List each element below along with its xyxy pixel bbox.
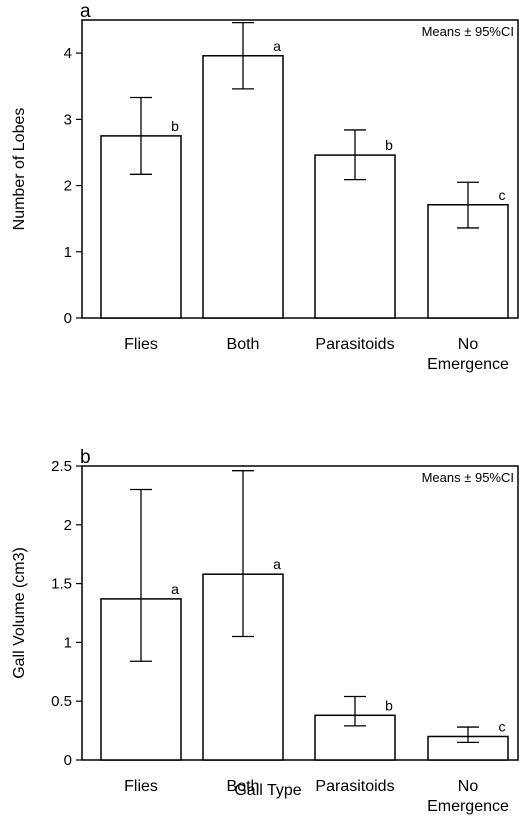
y-tick-label: 1 [64,244,72,261]
significance-letter: b [171,118,179,134]
y-tick-label: 1 [64,634,72,651]
x-tick-label: Parasitoids [315,336,394,353]
y-tick-label: 2.5 [51,458,72,475]
significance-letter: c [499,187,506,203]
significance-letter: c [499,718,506,734]
x-tick-label: Emergence [427,356,509,373]
y-tick-label: 0 [64,310,72,327]
significance-letter: b [385,697,393,713]
x-tick-label: Parasitoids [315,778,394,795]
significance-letter: a [171,581,179,597]
y-tick-label: 4 [64,45,72,62]
x-tick-label: Flies [124,778,158,795]
panel-a-chart: a Means ± 95%CI 0 1 2 3 4 Number of Lobes b Flies… [11,1,519,373]
ci-annotation: Means ± 95%CI [422,470,514,485]
panel-b-chart: b Means ± 95%CI 0 0.5 1 1.5 2 2.5 Gall Volume (c… [11,447,519,815]
x-tick-label: Flies [124,336,158,353]
plot-frame [81,19,519,319]
y-tick-label: 3 [64,111,72,128]
y-tick-label: 0 [64,752,72,769]
y-tick-label: 2 [64,517,72,534]
y-tick-label: 2 [64,178,72,195]
y-axis-label: Number of Lobes [11,108,28,231]
significance-letter: a [273,38,281,54]
y-tick-label: 1.5 [51,576,72,593]
x-tick-label: Both [227,336,260,353]
ci-annotation: Means ± 95%CI [422,24,514,39]
x-tick-label: No [458,778,479,795]
significance-letter: a [273,556,281,572]
x-tick-label: No [458,336,479,353]
panel-label: b [80,447,91,468]
x-tick-label: Emergence [427,798,509,815]
plot-frame [81,465,519,761]
bar [314,154,396,319]
y-tick-label: 0.5 [51,693,72,710]
panel-label: a [80,1,91,22]
bar [202,55,284,319]
x-tick-label: Both [227,778,260,795]
x-axis-label: Gall Type [234,782,301,799]
significance-letter: b [385,137,393,153]
y-axis-label: Gall Volume (cm3) [11,547,28,679]
